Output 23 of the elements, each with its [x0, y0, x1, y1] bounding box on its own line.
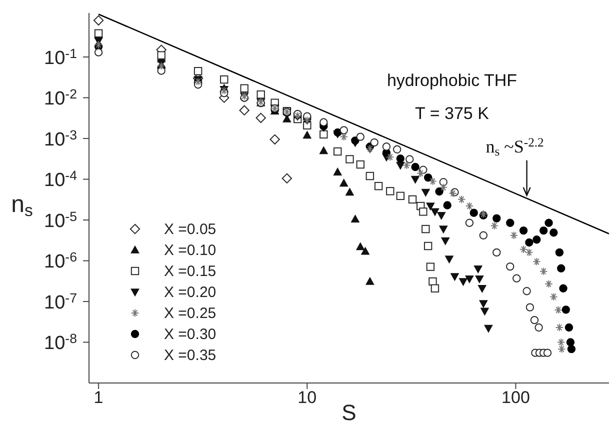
legend-label: X =0.15 [164, 262, 216, 280]
annotation: hydrophobic THF [386, 71, 518, 90]
x-tick-label: 10 [298, 388, 317, 408]
x-tick-label: 100 [502, 388, 530, 408]
y-tick-label: 10$^{-3}$ [44, 128, 77, 150]
y-tick-label: 10$^{-7}$ [44, 290, 77, 314]
x-axis-title: S [342, 400, 356, 423]
annotation: T = 375 K [415, 104, 490, 123]
y-tick-label: 10$^{-5}$ [44, 209, 77, 232]
y-tick-label: 10$^{-2}$ [44, 86, 77, 110]
legend-label: X =0.35 [164, 346, 216, 364]
y-tick-label: 10$^{-1}$ [44, 46, 77, 69]
legend-label: X =0.05 [164, 220, 216, 238]
y-axis-title: n$_{s}$ [11, 191, 33, 220]
x-tick-label: 1 [94, 388, 104, 408]
legend-label: X =0.25 [164, 304, 216, 322]
y-tick-label: 10$^{-4}$ [44, 168, 77, 192]
y-tick-label: 10$^{-6}$ [44, 250, 77, 273]
legend-label: X =0.20 [164, 284, 216, 300]
annotation: n$_{s}$ ~S$^{-2.2}$ [486, 135, 544, 159]
legend-label: X =0.10 [164, 242, 216, 258]
legend-label: X =0.30 [164, 326, 216, 342]
y-tick-label: 10$^{-8}$ [44, 331, 77, 354]
